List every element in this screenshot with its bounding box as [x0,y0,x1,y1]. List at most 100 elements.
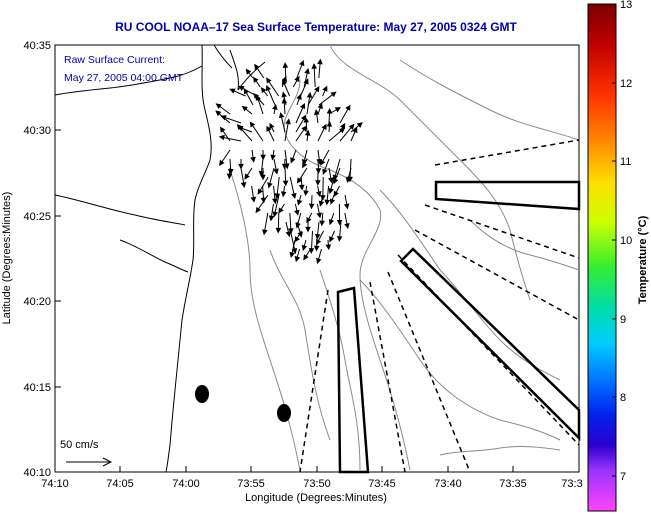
current-vector-head [315,180,321,186]
coastline-inlet [213,44,233,69]
current-vector-head [215,110,222,117]
current-vector-head [272,211,279,218]
contour-line-6 [359,279,561,441]
current-vector-head [294,209,300,216]
y-tick-label: 40:30 [23,125,51,137]
current-vector-head [255,206,262,214]
chart-title: RU COOL NOAA–17 Sea Surface Temperature:… [115,20,517,34]
current-vector-head [301,125,307,132]
current-vector-head [322,168,328,175]
current-vector-head [322,85,328,92]
current-vector-head [324,199,331,206]
current-vector-head [303,190,309,197]
y-tick-labels: 40:35 40:30 40:25 40:20 40:15 40:10 [23,40,51,479]
current-vector-head [299,102,306,110]
current-vector-head [273,168,279,175]
colorbar-tick-label: 8 [620,392,626,404]
current-vector-head [333,190,339,197]
current-vector-head [356,122,363,128]
current-vector-head [219,126,226,133]
coastline [54,44,266,473]
current-vector-head [281,163,288,170]
current-vector-head [238,163,244,170]
y-tick-label: 40:15 [23,382,51,394]
range-line-4 [397,254,580,446]
current-vector-head [316,212,322,219]
current-vector-head [328,177,334,184]
colorbar-tick-labels: 13 12 11 10 9 8 7 [620,0,632,483]
x-tick-label: 73:50 [303,478,331,490]
radar-range-lines [299,139,580,473]
current-vector-head [243,88,250,95]
current-vector-head [303,116,310,123]
range-line-1 [299,289,329,473]
current-vector-head [340,122,346,130]
current-vector-head [291,248,298,255]
colorbar [587,3,617,512]
current-vector-head [266,77,272,84]
y-tick-label: 40:10 [23,467,51,479]
current-vector-head [304,67,310,75]
current-vector-head [344,223,350,230]
current-vector-head [333,178,339,185]
y-tick-label: 40:20 [23,296,51,308]
current-vector-head [280,191,287,198]
current-vector-head [296,199,303,206]
current-vector-head [229,88,236,94]
contour-line-7 [269,249,331,441]
current-vector-head [320,159,326,166]
colorbar-ticks [612,82,616,477]
current-vector-head [249,121,256,128]
current-vector-head [298,184,305,191]
current-vector-head [311,63,318,69]
current-vector-head [218,134,225,141]
current-vector-head [282,62,289,68]
current-vector-head [266,125,272,132]
current-vector-head [281,78,288,86]
colorbar-tick-label: 9 [620,314,626,326]
current-vector-head [314,86,320,93]
scale-vector-label: 50 cm/s [60,439,99,451]
surface-current-vectors [215,58,363,265]
current-vector-head [219,159,225,167]
current-vector-head [301,244,308,251]
current-vector-head [306,91,313,98]
radar-beams [336,180,581,474]
current-vector-head [306,216,312,224]
beam-south [336,286,370,474]
current-vector-head [336,236,343,242]
x-tick-labels: 74:10 74:05 74:00 73:55 73:50 73:45 73:4… [41,478,582,490]
current-vector-head [315,191,322,198]
current-vector-head [274,193,281,200]
x-tick-label: 73:45 [368,478,396,490]
contour-line-8 [399,59,580,141]
contour-line-9 [469,219,580,271]
y-tick-label: 40:35 [23,40,51,52]
current-vector-head [316,257,322,265]
current-vector-head [348,123,355,130]
current-vector-head [289,251,295,258]
current-vector-head [291,192,297,199]
current-time-annotation: May 27, 2005 04:00 GMT [64,72,184,84]
y-tick-label: 40:25 [23,211,51,223]
current-vector-head [328,218,335,226]
y-axis-label: Latitude (Degrees:Minutes) [1,192,13,325]
range-line-5 [414,229,580,321]
current-vector-head [254,63,260,70]
current-vector-head [267,182,273,189]
current-vector-head [326,120,333,127]
current-vector-head [328,187,334,195]
current-vector-head [253,76,259,83]
current-vector-head [257,188,263,195]
beam-east [434,180,581,211]
x-tick-label: 73:55 [237,478,265,490]
current-vector-head [325,244,332,251]
current-vector-head [272,104,278,111]
x-tick-label: 74:00 [172,478,200,490]
current-vector-head [303,78,309,85]
current-title-annotation: Raw Surface Current: [64,54,165,66]
current-vector-head [296,177,303,184]
colorbar-tick-label: 10 [620,235,632,247]
x-tick-label: 73:3 [561,478,582,490]
